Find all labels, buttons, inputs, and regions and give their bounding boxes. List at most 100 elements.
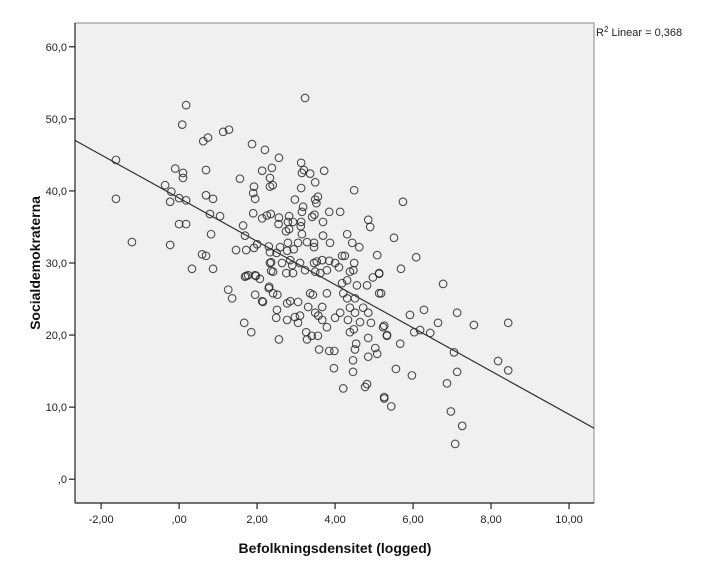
data-point — [218, 127, 228, 137]
data-point — [298, 202, 308, 212]
data-point — [324, 207, 334, 217]
data-point — [318, 231, 328, 240]
data-point — [208, 194, 218, 204]
data-point — [338, 384, 348, 393]
data-point — [348, 367, 358, 377]
data-point — [299, 165, 309, 175]
data-point — [342, 293, 352, 303]
data-point — [368, 273, 378, 282]
data-point — [335, 308, 345, 318]
data-point — [319, 166, 329, 176]
data-point — [334, 262, 344, 272]
data-point — [257, 213, 267, 223]
x-tick-label: 4,00 — [324, 514, 345, 526]
data-point — [206, 229, 216, 239]
data-point — [405, 310, 415, 320]
data-point — [389, 233, 399, 243]
data-point — [111, 194, 121, 204]
data-point — [343, 315, 353, 325]
data-point — [249, 182, 259, 191]
data-point — [288, 217, 298, 227]
data-point — [310, 308, 320, 318]
data-point — [433, 318, 443, 328]
data-point — [293, 238, 303, 248]
x-tick-label: 8,00 — [480, 514, 501, 526]
data-point — [227, 293, 237, 303]
data-point — [271, 313, 281, 323]
data-point — [223, 285, 233, 295]
data-point — [411, 252, 421, 262]
data-point — [329, 363, 339, 373]
data-point — [262, 211, 272, 220]
data-point — [178, 173, 188, 183]
data-point — [349, 324, 359, 334]
data-point — [355, 317, 365, 327]
data-point — [274, 219, 283, 229]
data-point — [322, 265, 332, 275]
data-point — [322, 322, 332, 332]
data-point — [257, 296, 267, 306]
data-point — [395, 339, 405, 349]
data-point — [297, 229, 307, 239]
data-point — [277, 258, 287, 268]
data-point — [503, 366, 513, 375]
data-point — [342, 229, 352, 239]
data-point — [258, 297, 268, 307]
data-point — [268, 288, 278, 298]
data-point — [363, 352, 373, 362]
data-point — [351, 339, 361, 349]
data-point — [452, 367, 462, 377]
data-point — [309, 242, 319, 252]
data-point — [241, 245, 251, 255]
data-point — [296, 183, 306, 193]
data-point — [325, 238, 335, 248]
data-point — [235, 174, 245, 184]
data-point — [205, 209, 215, 219]
data-point — [347, 238, 357, 248]
data-point — [215, 211, 225, 221]
data-point — [160, 180, 170, 190]
data-point — [324, 346, 334, 356]
data-point — [354, 242, 364, 252]
data-point — [266, 209, 276, 219]
data-point — [382, 331, 392, 341]
data-point — [165, 197, 175, 207]
data-point — [296, 217, 306, 227]
data-point — [238, 221, 248, 230]
data-point — [379, 321, 389, 331]
data-point — [268, 267, 278, 276]
y-axis-title: Socialdemokraterna — [27, 196, 43, 330]
data-point — [289, 244, 299, 254]
data-point — [340, 251, 350, 261]
data-point — [419, 305, 429, 315]
data-point — [201, 165, 211, 175]
data-point — [378, 322, 388, 332]
data-point — [379, 394, 389, 403]
data-point — [231, 245, 241, 255]
data-point — [469, 320, 479, 330]
data-point — [293, 297, 303, 307]
x-tick-label: 2,00 — [246, 514, 267, 526]
data-point — [288, 268, 298, 278]
data-point — [247, 139, 257, 149]
data-point — [345, 267, 355, 276]
data-point — [372, 250, 382, 260]
data-point — [362, 280, 372, 290]
data-point — [450, 439, 460, 449]
data-point — [318, 217, 328, 227]
data-point — [438, 279, 448, 289]
data-point — [324, 256, 334, 266]
data-point — [335, 207, 345, 217]
data-point — [442, 379, 452, 388]
data-point — [274, 153, 284, 163]
data-point — [252, 239, 262, 249]
data-point — [127, 237, 137, 247]
x-tick-label: 10,00 — [555, 514, 583, 526]
data-point — [296, 158, 306, 168]
data-point — [203, 133, 213, 142]
data-point — [350, 345, 360, 354]
data-point — [308, 290, 318, 300]
data-point — [312, 198, 321, 208]
data-point — [303, 302, 313, 312]
data-point — [187, 264, 197, 274]
